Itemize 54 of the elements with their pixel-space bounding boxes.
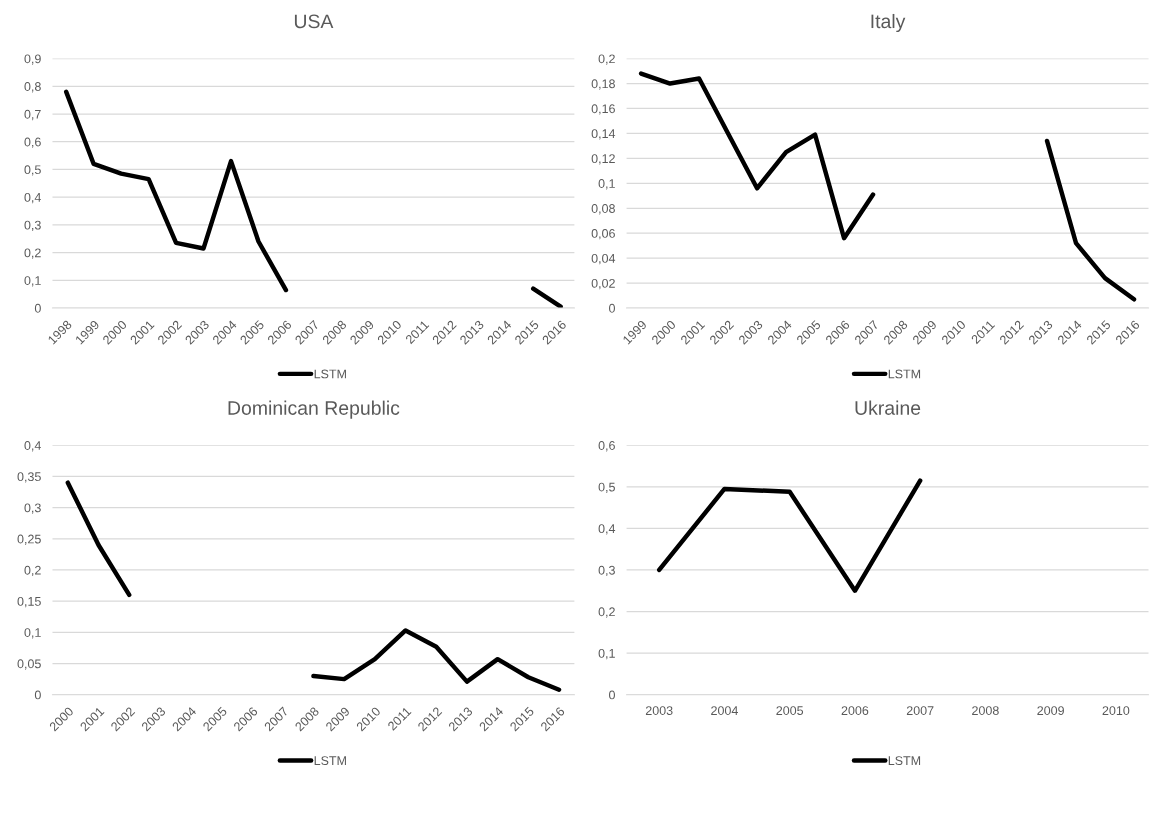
x-tick-label: 2008 [972,706,999,715]
y-tick-label: 0,7 [24,109,41,121]
legend-label: LSTM [888,756,921,766]
x-tick-label: 2004 [711,706,738,715]
chart-title: USA [294,14,334,29]
y-tick-label: 0,4 [24,441,41,452]
y-tick-label: 0,5 [598,482,615,493]
y-tick-label: 0,2 [598,54,615,65]
x-tick-label: 2007 [906,706,934,715]
y-tick-label: 0 [34,690,41,700]
legend-label: LSTM [314,369,346,379]
y-tick-label: 0,3 [24,503,41,514]
y-tick-label: 0,2 [24,248,41,259]
y-tick-label: 0,12 [591,154,615,165]
y-tick-label: 0,35 [17,472,41,483]
y-tick-label: 0,1 [598,648,615,660]
y-tick-label: 0,5 [24,165,41,176]
y-tick-label: 0,6 [598,441,615,452]
y-tick-label: 0 [34,303,41,313]
line-series [656,478,923,593]
y-tick-label: 0 [609,303,615,313]
y-tick-label: 0,4 [598,524,616,535]
y-tick-label: 0,1 [24,276,41,287]
x-tick-label: 2006 [841,706,869,715]
legend-label: LSTM [888,369,921,379]
y-tick-label: 0,4 [24,192,41,204]
y-tick-label: 0,05 [17,659,41,670]
chart-title: Dominican Republic [228,400,400,419]
y-tick-label: 0,04 [591,253,616,265]
y-tick-label: 0,15 [17,596,41,608]
chart-title: Italy [871,13,906,33]
y-tick-label: 0,2 [24,565,41,577]
legend-label: LSTM [314,756,346,766]
y-tick-label: 0,02 [591,278,615,290]
y-tick-label: 0 [609,690,615,700]
y-tick-label: 0,6 [24,137,41,148]
y-tick-label: 0,18 [591,79,615,90]
y-tick-label: 0,8 [24,82,41,93]
y-tick-label: 0,08 [591,204,615,215]
y-tick-label: 0,1 [24,628,41,639]
y-tick-label: 0,3 [24,220,41,232]
x-tick-label: 2005 [776,706,804,715]
y-tick-label: 0,14 [591,129,616,140]
x-tick-label: 2003 [645,706,673,715]
x-tick-label: 2009 [1037,706,1064,715]
x-tick-label: 2010 [1102,706,1130,715]
y-tick-label: 0,25 [17,534,41,545]
y-tick-label: 0,1 [598,179,615,190]
y-tick-label: 0,3 [598,565,615,577]
y-tick-label: 0,16 [591,104,615,115]
chart-title: Ukraine [855,400,921,415]
y-tick-label: 0,06 [591,229,615,240]
y-tick-label: 0,9 [24,54,41,65]
y-tick-label: 0,2 [598,607,615,618]
